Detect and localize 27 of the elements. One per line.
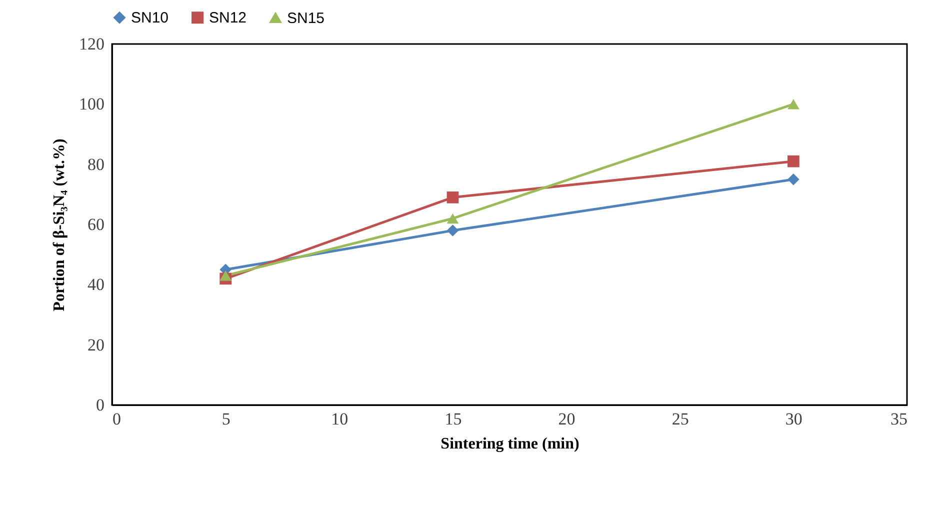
y-tick-label: 40 bbox=[88, 275, 104, 294]
x-tick-label: 10 bbox=[331, 410, 348, 428]
x-tick-label: 15 bbox=[444, 410, 462, 428]
point bbox=[446, 213, 459, 224]
point bbox=[446, 192, 459, 204]
x-axis-title: Sintering time (min) bbox=[440, 436, 580, 452]
point bbox=[788, 155, 800, 168]
y-tick-label: 0 bbox=[96, 396, 104, 414]
x-tick-label: 5 bbox=[222, 410, 230, 428]
x-tick-label: 30 bbox=[785, 410, 802, 428]
x-tick-label: 20 bbox=[558, 410, 576, 428]
point bbox=[220, 270, 232, 281]
x-tick-label: 0 bbox=[112, 410, 121, 428]
y-tick-label: 80 bbox=[88, 154, 104, 174]
point bbox=[788, 173, 800, 186]
y-tick-label: 100 bbox=[79, 94, 104, 114]
y-tick-label: 120 bbox=[79, 34, 104, 54]
x-tick-label: 35 bbox=[890, 410, 908, 428]
legend-label: SN12 bbox=[209, 10, 247, 27]
point bbox=[446, 224, 459, 236]
y-axis-title: Portion of β-Si₃N₄ (wt.%) bbox=[51, 138, 68, 312]
legend-label: SN10 bbox=[131, 10, 169, 27]
y-tick-label: 60 bbox=[88, 215, 104, 234]
y-tick-label: 20 bbox=[88, 335, 104, 354]
legend-label: SN15 bbox=[287, 10, 325, 27]
point bbox=[788, 99, 800, 110]
x-tick-label: 25 bbox=[672, 410, 689, 428]
